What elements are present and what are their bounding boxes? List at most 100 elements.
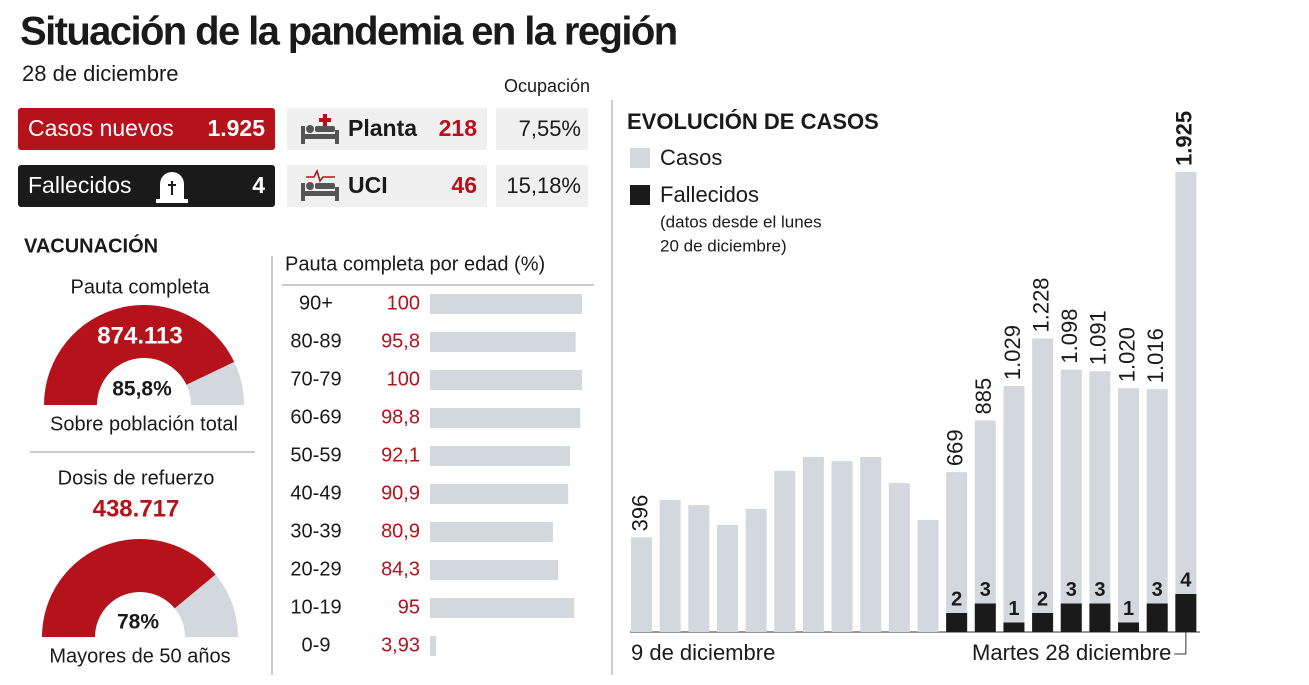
cases-bar — [1146, 389, 1168, 632]
cases-bar — [802, 457, 824, 632]
category-label: 60-69 — [290, 406, 341, 428]
cases-box — [18, 108, 275, 150]
title: Situación de la pandemia en la región — [20, 10, 677, 54]
cases-bar — [1003, 386, 1025, 632]
occupancy-header: Ocupación — [504, 76, 590, 96]
legend-swatch — [630, 148, 650, 168]
cases-bar — [1118, 388, 1140, 632]
gauge-arc — [44, 305, 235, 405]
deaths-label: Fallecidos — [28, 172, 132, 198]
deaths-label: 3 — [980, 579, 991, 601]
icu-beds: 46 — [451, 172, 477, 198]
gauge-percent: 85,8% — [112, 378, 172, 401]
value-label: 98,8 — [381, 406, 420, 428]
value-label: 885 — [971, 378, 996, 415]
cases-bar — [631, 537, 652, 632]
bar — [430, 636, 436, 656]
deaths-label: 4 — [1180, 569, 1192, 591]
deaths-bar — [1089, 603, 1111, 632]
deaths-label: 3 — [1066, 579, 1077, 601]
value-label: 396 — [627, 495, 652, 532]
category-label: 30-39 — [290, 520, 341, 542]
cases-bar — [1089, 371, 1111, 632]
value-label: 100 — [387, 368, 420, 390]
bar — [430, 294, 582, 314]
deaths-bar — [946, 613, 968, 632]
cases-bar — [917, 519, 939, 632]
chart-title: Pauta completa por edad (%) — [285, 253, 545, 275]
cases-bar — [888, 483, 910, 632]
deaths-label: 1 — [1123, 598, 1134, 620]
bar — [430, 560, 559, 580]
deaths-box — [18, 165, 275, 207]
value-label: 100 — [387, 292, 420, 314]
bar — [430, 370, 582, 390]
deaths-bar — [974, 603, 996, 632]
deaths-bar — [1175, 594, 1197, 632]
deaths-label: 2 — [1037, 588, 1048, 610]
value-label: 1.228 — [1028, 277, 1053, 332]
bed-icon — [301, 114, 339, 144]
gauge-count: 874.113 — [97, 322, 182, 349]
gauge-title: Pauta completa — [71, 276, 211, 298]
cases-bar — [860, 457, 882, 632]
deaths-label: 2 — [951, 588, 962, 610]
category-label: 50-59 — [290, 444, 341, 466]
value-label: 1.091 — [1086, 310, 1111, 365]
cases-bar — [1175, 171, 1197, 633]
deaths-label: 3 — [1094, 579, 1105, 601]
value-label: 1.016 — [1143, 328, 1168, 383]
category-label: 20-29 — [290, 558, 341, 580]
ward-occupancy-box — [496, 108, 588, 150]
deaths-bar — [1146, 603, 1168, 632]
chart-title: EVOLUCIÓN DE CASOS — [627, 109, 879, 134]
gauge-title: Dosis de refuerzo — [58, 467, 215, 489]
gauge-caption: Mayores de 50 años — [49, 645, 230, 667]
bar — [430, 408, 581, 428]
value-label: 3,93 — [381, 634, 420, 656]
note: (datos desde el lunes — [660, 212, 822, 231]
deaths-bar — [1060, 603, 1082, 632]
gauge-percent: 78% — [117, 611, 159, 634]
cases-bar — [1032, 338, 1054, 632]
category-label: 10-19 — [290, 596, 341, 618]
value-label: 1.098 — [1057, 309, 1082, 364]
icu-icon — [301, 168, 339, 201]
deaths-value: 4 — [252, 172, 265, 198]
value-label: 1.029 — [1000, 325, 1025, 380]
icu-occupancy: 15,18% — [506, 173, 581, 198]
value-label: 669 — [942, 429, 967, 466]
cases-bar — [716, 524, 738, 632]
ward-beds: 218 — [439, 115, 478, 141]
bar — [430, 446, 570, 466]
category-label: 80-89 — [290, 330, 341, 352]
value-label: 80,9 — [381, 520, 420, 542]
ward-occupancy: 7,55% — [519, 116, 581, 141]
vaccination-title: VACUNACIÓN — [24, 233, 158, 257]
gauge-caption: Sobre población total — [50, 413, 238, 435]
bar — [430, 522, 553, 542]
cases-bar — [1060, 369, 1082, 632]
cases-bar — [745, 508, 767, 632]
value-label: 92,1 — [381, 444, 420, 466]
deaths-bar — [1032, 613, 1054, 632]
cases-bar — [974, 420, 996, 632]
bar — [430, 332, 576, 352]
value-label: 1.020 — [1114, 327, 1139, 382]
date: 28 de diciembre — [22, 61, 179, 86]
category-label: 40-49 — [290, 482, 341, 504]
deaths-bar — [1003, 622, 1025, 632]
legend-label: Casos — [660, 145, 722, 170]
legend-swatch — [630, 185, 650, 205]
value-label: 90,9 — [381, 482, 420, 504]
x-label: 9 de diciembre — [631, 640, 775, 665]
bar — [430, 598, 575, 618]
gauge-count: 438.717 — [93, 495, 180, 522]
x-label: Martes 28 diciembre — [972, 640, 1171, 665]
value-label: 95 — [398, 596, 420, 618]
value-label: 95,8 — [381, 330, 420, 352]
value-label: 1.925 — [1172, 111, 1197, 166]
cases-bar — [688, 505, 710, 632]
